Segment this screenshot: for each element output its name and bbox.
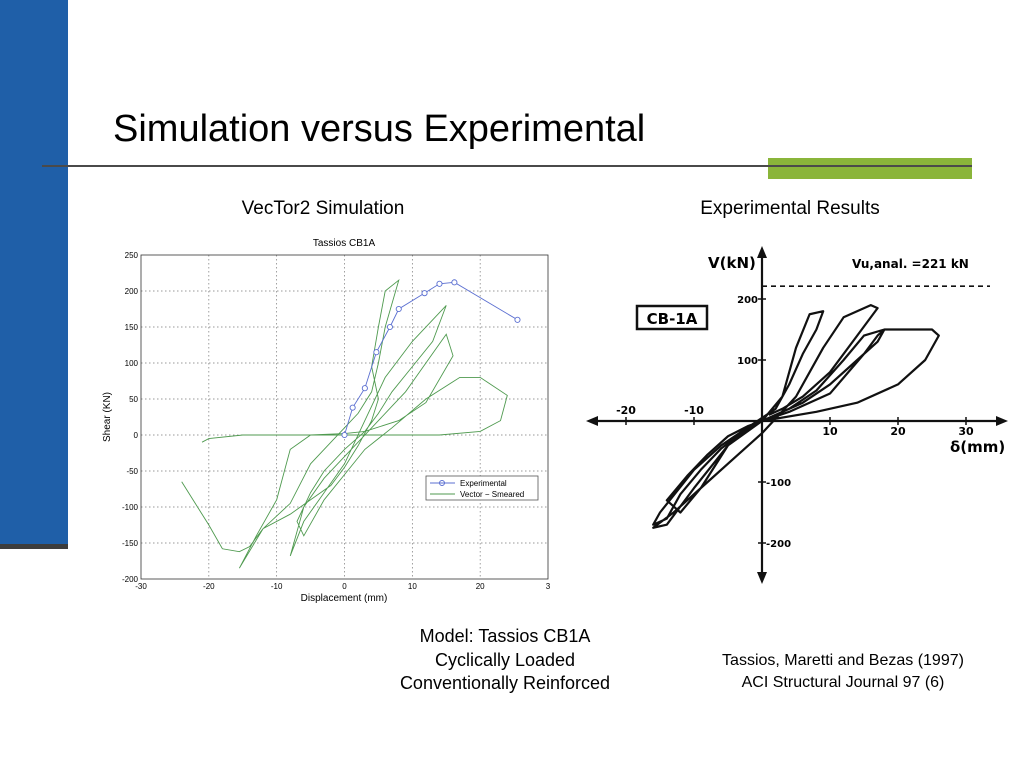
- model-caption-line-2: Cyclically Loaded: [434, 649, 576, 670]
- x-axis-arrow-right: [996, 416, 1008, 426]
- x-tick-label: -30: [135, 582, 147, 591]
- plot-frame: [140, 254, 549, 580]
- slide-title: Simulation versus Experimental: [113, 108, 646, 150]
- x-tick-label: 20: [890, 425, 906, 438]
- specimen-label-box: [635, 304, 709, 331]
- x-tick-label: 10: [822, 425, 838, 438]
- x-tick-label: 3: [546, 582, 551, 591]
- specimen-label: CB-1A: [647, 310, 698, 328]
- series-line-experimental: [344, 281, 518, 436]
- x-tick-label: -20: [203, 582, 215, 591]
- sidebar-band: [0, 0, 68, 548]
- legend-smeared-label: Vector − Smeared: [460, 490, 524, 499]
- reference-line-1: Tassios, Maretti and Bezas (1997): [722, 652, 964, 669]
- data-point-experimental: [349, 404, 356, 411]
- data-point-experimental: [436, 280, 443, 287]
- data-point-experimental: [514, 316, 521, 323]
- x-axis-label: Displacement (mm): [301, 593, 388, 604]
- x-tick-label: 30: [958, 425, 974, 438]
- y-tick-label: 250: [125, 251, 139, 260]
- y-tick-label: -50: [126, 467, 138, 476]
- sidebar-shadow: [0, 544, 68, 549]
- model-caption-line-1: Model: Tassios CB1A: [419, 626, 591, 646]
- reference-line-2: ACI Structural Journal 97 (6): [741, 674, 945, 691]
- y-axis-label: Shear (KN): [102, 392, 113, 442]
- accent-rule: [768, 165, 972, 167]
- y-tick-label: 50: [129, 395, 138, 404]
- title-rule: [42, 165, 972, 167]
- y-tick-label: 200: [125, 287, 139, 296]
- x-tick-label: -10: [271, 582, 283, 591]
- y-tick-label: 0: [134, 431, 139, 440]
- x-tick-label: -10: [684, 404, 704, 417]
- data-point-experimental: [373, 349, 380, 356]
- data-point-experimental: [386, 323, 393, 331]
- accent-bar: [768, 158, 972, 179]
- y-tick-label: 150: [125, 323, 139, 332]
- y-tick-label: -200: [766, 539, 791, 550]
- x-tick-label: 0: [342, 582, 347, 591]
- right-subtitle: Experimental Results: [700, 198, 880, 219]
- x-axis-label-exp: δ(mm): [950, 438, 1005, 456]
- y-axis-label-exp: V(kN): [708, 254, 756, 272]
- vu-annotation: Vu,anal. =221 kN: [852, 257, 969, 271]
- data-point-experimental: [451, 279, 458, 286]
- data-point-experimental: [395, 305, 402, 313]
- legend-box: [425, 475, 539, 501]
- x-tick-label: 20: [476, 582, 485, 591]
- y-tick-label: -150: [122, 539, 139, 548]
- y-axis-arrow-down: [757, 572, 767, 584]
- data-point-experimental: [341, 431, 348, 439]
- series-line-smeared: [181, 278, 508, 569]
- x-tick-label: -20: [616, 404, 636, 417]
- y-tick-label: 200: [737, 295, 758, 306]
- data-point-experimental: [361, 385, 368, 392]
- hysteresis-curve: [652, 304, 940, 529]
- x-tick-label: 10: [408, 582, 417, 591]
- data-point-experimental: [421, 290, 428, 297]
- y-tick-label: 100: [125, 359, 139, 368]
- y-tick-label: -200: [122, 575, 139, 584]
- left-subtitle: VecTor2 Simulation: [241, 198, 405, 219]
- legend-experimental-marker: [439, 480, 445, 486]
- legend-experimental-label: Experimental: [460, 479, 507, 488]
- y-tick-label: -100: [122, 503, 139, 512]
- reference-caption: Tassios, Maretti and Bezas (1997) ACI St…: [695, 650, 991, 694]
- model-caption-line-3: Conventionally Reinforced: [399, 673, 611, 693]
- y-tick-label: 100: [737, 356, 758, 367]
- y-tick-label: -100: [766, 478, 791, 489]
- x-axis-arrow-left: [586, 416, 598, 426]
- chart-title: Tassios CB1A: [313, 238, 376, 249]
- y-axis-arrow-up: [757, 246, 767, 258]
- model-caption: Model: Tassios CB1A Cyclically Loaded Co…: [370, 625, 640, 696]
